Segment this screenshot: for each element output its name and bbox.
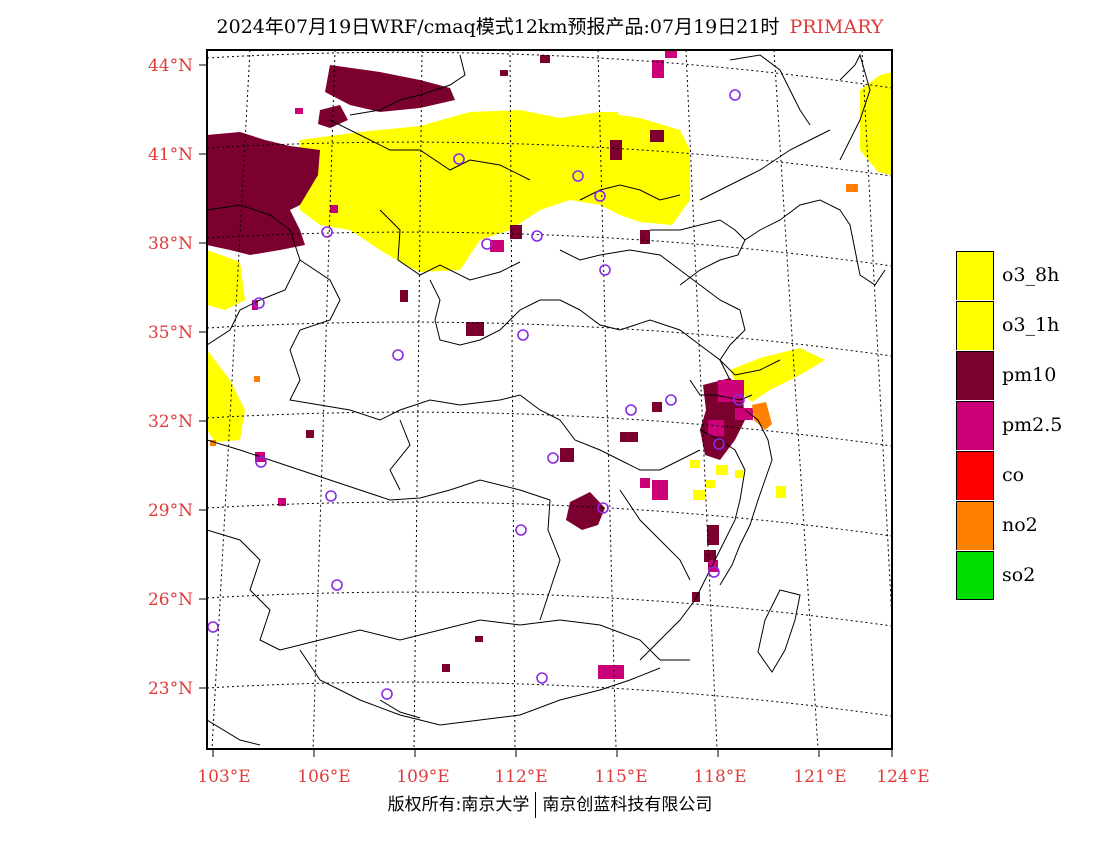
station-marker xyxy=(331,579,343,591)
lat-label: 44°N xyxy=(148,56,193,76)
station-marker xyxy=(517,329,529,341)
legend-item-so2: so2 xyxy=(956,550,1062,600)
station-marker xyxy=(253,297,265,309)
pollution-layer xyxy=(207,50,892,679)
legend-item-pm10: pm10 xyxy=(956,350,1062,400)
legend-item-o3-8h: o3_8h xyxy=(956,250,1062,300)
no2-area xyxy=(210,184,858,446)
copyright-left: 版权所有:南京大学 xyxy=(387,795,530,815)
lon-label: 112°E xyxy=(494,767,547,787)
legend-label: no2 xyxy=(1002,514,1038,536)
legend-label: o3_8h xyxy=(1002,264,1060,286)
legend-swatch xyxy=(956,550,994,600)
legend-label: pm2.5 xyxy=(1002,414,1063,436)
station-marker xyxy=(321,226,333,238)
lat-label: 35°N xyxy=(148,323,193,343)
legend-swatch xyxy=(956,500,994,550)
station-marker xyxy=(547,452,559,464)
latitude-labels: 44°N 41°N 38°N 35°N 32°N 29°N 26°N 23°N xyxy=(148,56,193,699)
station-marker xyxy=(597,502,609,514)
lat-label: 26°N xyxy=(148,590,193,610)
station-marker xyxy=(453,153,465,165)
legend-label: co xyxy=(1002,464,1025,486)
title-text: 2024年07月19日WRF/cmaq模式12km预报产品:07月19日21时 xyxy=(216,16,780,38)
graticule xyxy=(207,50,892,749)
map-frame xyxy=(206,49,893,750)
station-marker xyxy=(572,170,584,182)
station-marker xyxy=(531,230,543,242)
lat-label: 29°N xyxy=(148,501,193,521)
legend-label: so2 xyxy=(1002,564,1036,586)
station-marker xyxy=(733,394,745,406)
lat-label: 38°N xyxy=(148,234,193,254)
station-marker xyxy=(713,438,725,450)
lat-label: 41°N xyxy=(148,145,193,165)
station-marker xyxy=(625,404,637,416)
lon-label: 124°E xyxy=(876,767,929,787)
lon-label: 109°E xyxy=(396,767,449,787)
station-marker xyxy=(708,566,720,578)
station-marker xyxy=(594,190,606,202)
legend-label: o3_1h xyxy=(1002,314,1060,336)
title-tag: PRIMARY xyxy=(789,16,884,38)
station-marker xyxy=(392,349,404,361)
lon-label: 106°E xyxy=(297,767,350,787)
station-marker xyxy=(207,621,219,633)
legend-swatch xyxy=(956,450,994,500)
lon-label: 103°E xyxy=(197,767,250,787)
map-title: 2024年07月19日WRF/cmaq模式12km预报产品:07月19日21时 P… xyxy=(0,12,1100,39)
legend-swatch xyxy=(956,250,994,300)
lon-label: 115°E xyxy=(594,767,647,787)
station-marker xyxy=(515,524,527,536)
longitude-labels: 103°E 106°E 109°E 112°E 115°E 118°E 121°… xyxy=(197,767,929,787)
station-marker xyxy=(536,672,548,684)
lon-label: 121°E xyxy=(793,767,846,787)
legend-item-o3-1h: o3_1h xyxy=(956,300,1062,350)
station-marker xyxy=(729,89,741,101)
legend-swatch xyxy=(956,300,994,350)
station-marker xyxy=(325,490,337,502)
copyright-footer: 版权所有:南京大学 南京创蓝科技有限公司 xyxy=(0,790,1100,818)
lon-label: 118°E xyxy=(693,767,746,787)
lat-label: 23°N xyxy=(148,679,193,699)
pollutant-legend: o3_8h o3_1h pm10 pm2.5 co no2 so2 xyxy=(956,250,1062,600)
station-marker xyxy=(665,394,677,406)
footer-divider xyxy=(535,792,537,818)
station-markers xyxy=(207,89,745,700)
legend-label: pm10 xyxy=(1002,364,1057,386)
legend-item-pm25: pm2.5 xyxy=(956,400,1062,450)
legend-swatch xyxy=(956,350,994,400)
station-marker xyxy=(481,238,493,250)
legend-item-no2: no2 xyxy=(956,500,1062,550)
station-marker xyxy=(381,688,393,700)
copyright-right: 南京创蓝科技有限公司 xyxy=(542,795,713,815)
tick-marks xyxy=(199,64,893,757)
station-marker xyxy=(255,456,267,468)
legend-swatch xyxy=(956,400,994,450)
legend-item-co: co xyxy=(956,450,1062,500)
lat-label: 32°N xyxy=(148,412,193,432)
station-marker xyxy=(599,264,611,276)
